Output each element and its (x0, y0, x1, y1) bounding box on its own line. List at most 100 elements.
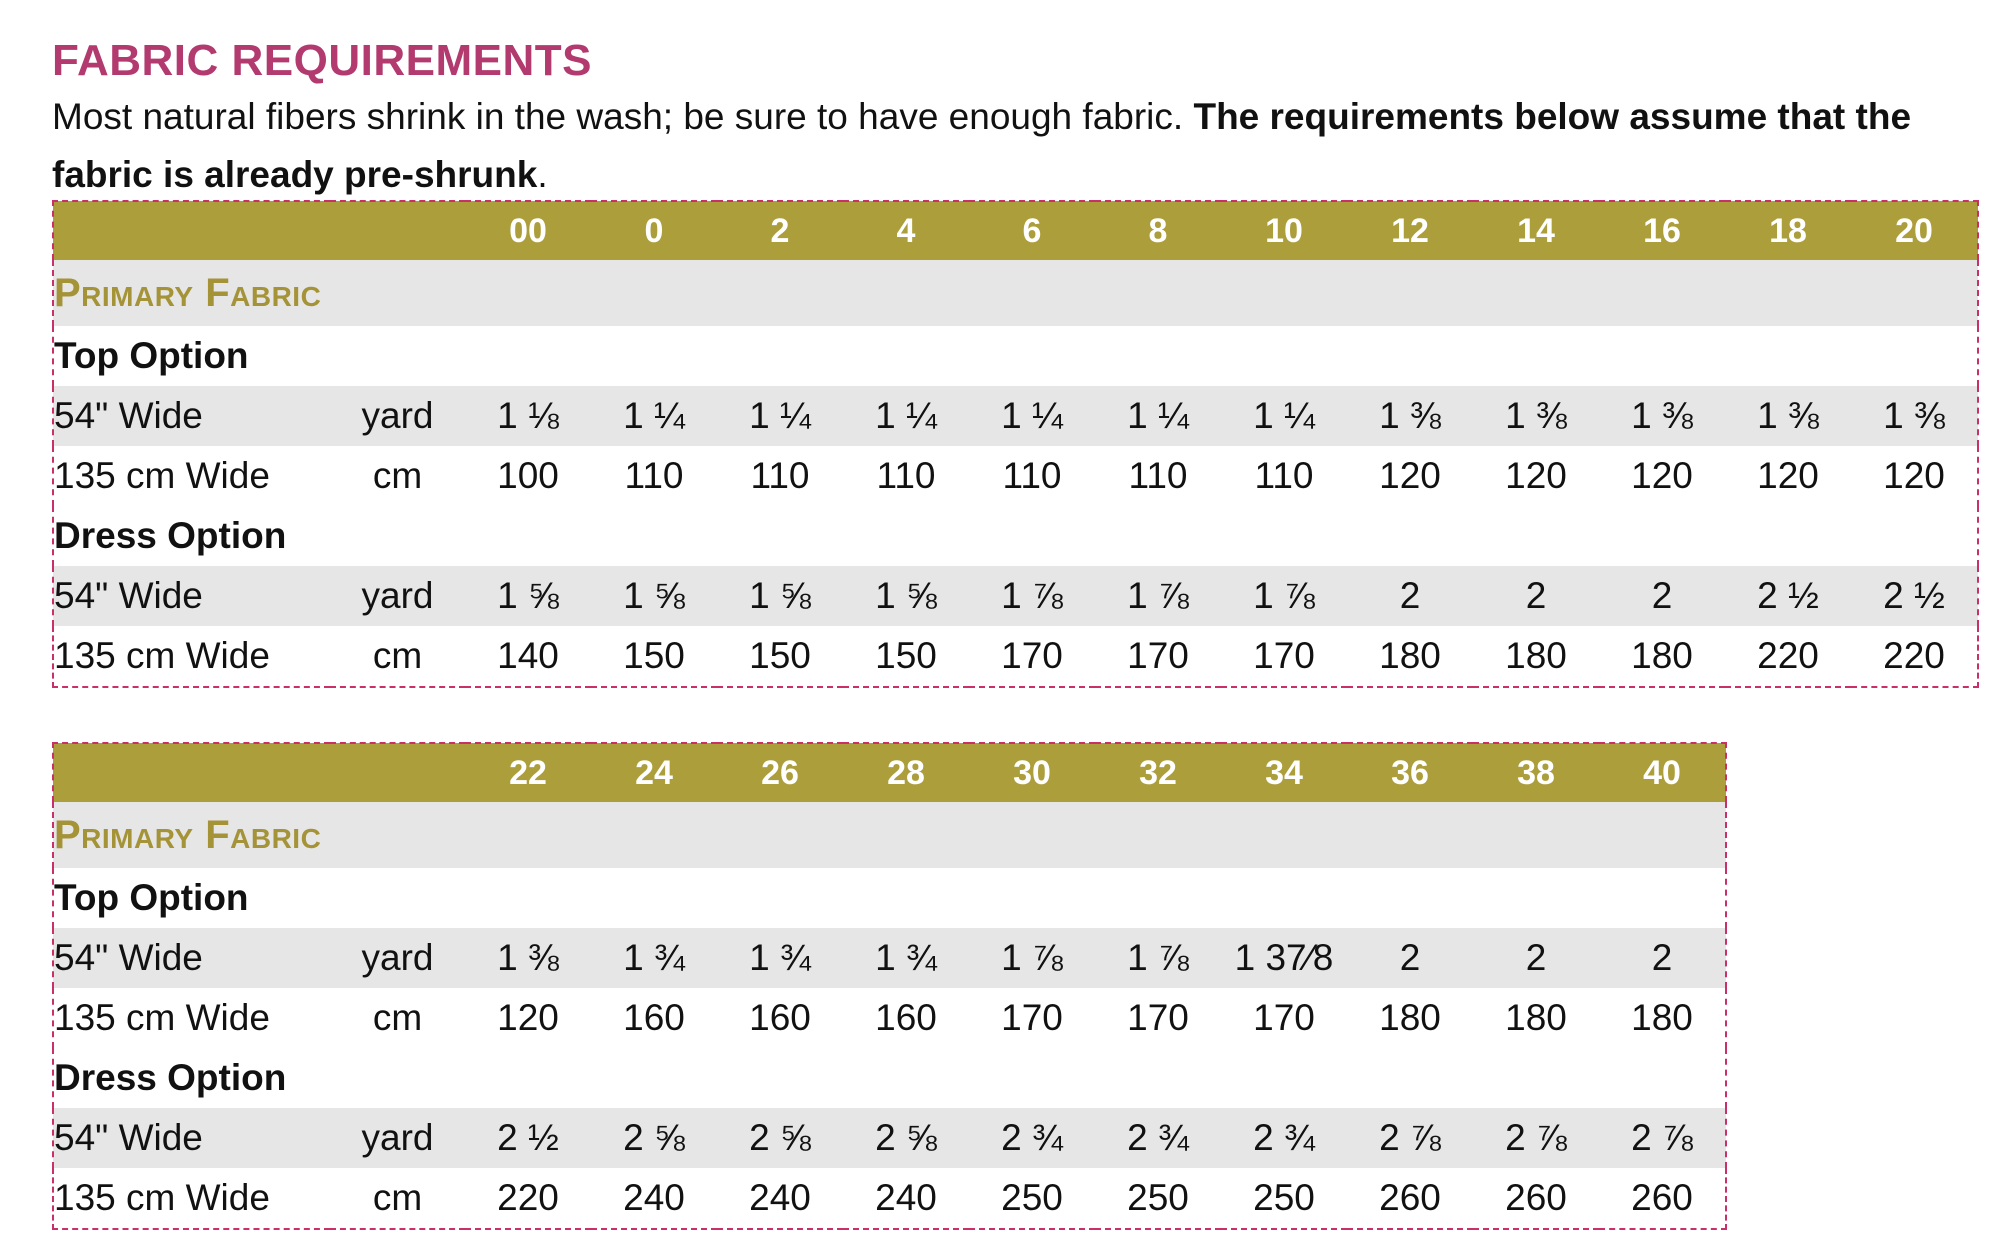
value-cell: 260 (1473, 1168, 1599, 1229)
size-header-cell: 00 (465, 201, 591, 260)
top-option-row: Top Option (53, 326, 1978, 386)
width-label: 54" Wide (53, 386, 330, 446)
value-cell: 180 (1347, 626, 1473, 687)
unit-label: cm (330, 988, 465, 1048)
value-cell: 140 (465, 626, 591, 687)
value-cell: 1 ¾ (717, 928, 843, 988)
value-cell: 170 (1095, 626, 1221, 687)
header-blank-cell (330, 201, 465, 260)
top-option-row: Top Option (53, 868, 1726, 928)
value-cell: 220 (1725, 626, 1851, 687)
requirements-table-2: 22 24 26 28 30 32 34 36 38 40 Primary Fabric Top Op… (52, 742, 1727, 1230)
value-cell: 100 (465, 446, 591, 506)
value-cell: 1 ⅞ (969, 928, 1095, 988)
value-cell: 1 ⅜ (465, 928, 591, 988)
value-cell: 1 ⅞ (1095, 928, 1221, 988)
value-cell: 2 (1599, 566, 1725, 626)
value-cell: 120 (1473, 446, 1599, 506)
dress-option-label: Dress Option (53, 1048, 1726, 1108)
value-cell: 1 ¼ (591, 386, 717, 446)
width-135cm-row: 135 cm Wide cm 220 240 240 240 250 250 250 260 260… (53, 1168, 1726, 1229)
size-header-cell: 16 (1599, 201, 1725, 260)
dress-option-row: Dress Option (53, 506, 1978, 566)
value-cell: 160 (843, 988, 969, 1048)
size-header-cell: 2 (717, 201, 843, 260)
value-cell: 150 (717, 626, 843, 687)
value-cell: 1 ⅜ (1599, 386, 1725, 446)
size-header-cell: 12 (1347, 201, 1473, 260)
intro-text: Most natural fibers shrink in the wash; … (52, 96, 1194, 137)
section-label: Primary Fabric (54, 270, 322, 315)
value-cell: 170 (969, 626, 1095, 687)
value-cell: 220 (1851, 626, 1978, 687)
value-cell: 2 ⅞ (1599, 1108, 1726, 1168)
section-row: Primary Fabric (53, 260, 1978, 326)
width-label: 54" Wide (53, 566, 330, 626)
unit-label: cm (330, 1168, 465, 1229)
value-cell: 2 ⅝ (843, 1108, 969, 1168)
value-cell: 1 ⅝ (465, 566, 591, 626)
value-cell: 1 ⅜ (1725, 386, 1851, 446)
dress-option-row: Dress Option (53, 1048, 1726, 1108)
value-cell: 110 (1095, 446, 1221, 506)
value-cell: 1 ⅞ (1221, 566, 1347, 626)
section-cell: Primary Fabric (53, 802, 1726, 868)
value-cell: 2 ⅞ (1347, 1108, 1473, 1168)
section-cell: Primary Fabric (53, 260, 1978, 326)
value-cell: 160 (591, 988, 717, 1048)
value-cell: 2 ½ (1725, 566, 1851, 626)
unit-label: cm (330, 626, 465, 687)
value-cell: 2 ½ (465, 1108, 591, 1168)
value-cell: 250 (1221, 1168, 1347, 1229)
size-header-cell: 36 (1347, 743, 1473, 802)
size-header-row: 22 24 26 28 30 32 34 36 38 40 (53, 743, 1726, 802)
value-cell: 1 ¼ (969, 386, 1095, 446)
header-blank-cell (53, 743, 330, 802)
value-cell: 160 (717, 988, 843, 1048)
value-cell: 170 (1095, 988, 1221, 1048)
width-label: 54" Wide (53, 1108, 330, 1168)
width-135cm-row: 135 cm Wide cm 140 150 150 150 170 170 170 180 180… (53, 626, 1978, 687)
value-cell: 240 (591, 1168, 717, 1229)
value-cell: 2 ½ (1851, 566, 1978, 626)
size-header-row: 00 0 2 4 6 8 10 12 14 16 18 20 (53, 201, 1978, 260)
value-cell: 2 ¾ (1095, 1108, 1221, 1168)
value-cell: 2 (1599, 928, 1726, 988)
value-cell: 2 ⅝ (591, 1108, 717, 1168)
intro-paragraph: Most natural fibers shrink in the wash; … (52, 88, 1952, 204)
value-cell: 2 (1347, 928, 1473, 988)
width-label: 135 cm Wide (53, 446, 330, 506)
value-cell: 150 (591, 626, 717, 687)
size-header-cell: 32 (1095, 743, 1221, 802)
value-cell: 2 ¾ (969, 1108, 1095, 1168)
value-cell: 170 (1221, 988, 1347, 1048)
value-cell: 2 ⅝ (717, 1108, 843, 1168)
unit-label: yard (330, 566, 465, 626)
size-header-cell: 18 (1725, 201, 1851, 260)
width-label: 54" Wide (53, 928, 330, 988)
value-cell: 1 ¼ (843, 386, 969, 446)
value-cell: 1 ⅜ (1473, 386, 1599, 446)
value-cell: 120 (1725, 446, 1851, 506)
value-cell: 260 (1599, 1168, 1726, 1229)
value-cell: 120 (1851, 446, 1978, 506)
top-option-label: Top Option (53, 326, 1978, 386)
requirements-table-1: 00 0 2 4 6 8 10 12 14 16 18 20 Primary Fabric Top Opt… (52, 200, 1979, 688)
size-header-cell: 22 (465, 743, 591, 802)
size-header-cell: 24 (591, 743, 717, 802)
header-blank-cell (330, 743, 465, 802)
value-cell: 250 (1095, 1168, 1221, 1229)
page-title: FABRIC REQUIREMENTS (52, 36, 592, 85)
size-header-cell: 8 (1095, 201, 1221, 260)
value-cell: 220 (465, 1168, 591, 1229)
value-cell: 260 (1347, 1168, 1473, 1229)
value-cell: 1 ⅜ (1851, 386, 1978, 446)
value-cell: 1 ¾ (843, 928, 969, 988)
value-cell: 180 (1473, 988, 1599, 1048)
value-cell: 180 (1347, 988, 1473, 1048)
value-cell: 1 ⅝ (843, 566, 969, 626)
value-cell: 2 (1347, 566, 1473, 626)
